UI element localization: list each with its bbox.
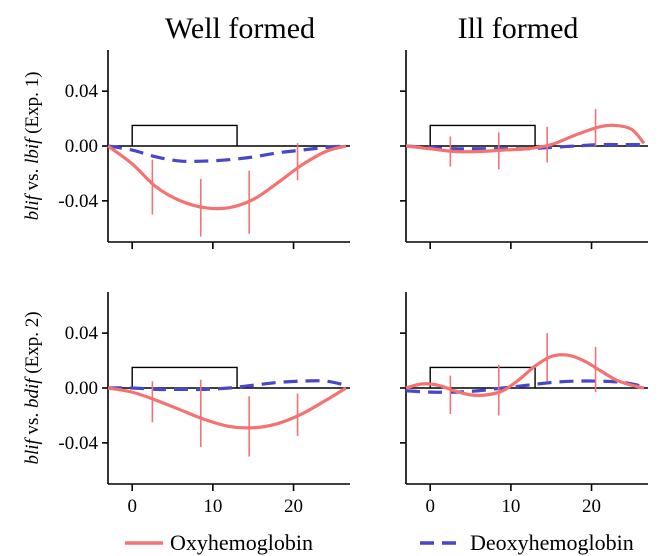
series-deoxyhemoglobin-line	[107, 379, 347, 392]
row-label-exp2-part3: bdif	[22, 376, 43, 408]
legend-label-oxyhemoglobin: Oxyhemoglobin	[170, 530, 313, 555]
legend-label-deoxyhemoglobin: Deoxyhemoglobin	[470, 530, 634, 555]
row-label-exp2-part1: blif	[22, 436, 43, 464]
panel-well-exp1: 0.04 0.00 -0.04	[58, 50, 350, 249]
y-tick-label: -0.04	[58, 433, 98, 454]
row-label-exp2-part2: vs.	[22, 408, 43, 439]
row-label-exp1-part4: (Exp. 1)	[22, 72, 43, 139]
legend: Oxyhemoglobin Deoxyhemoglobin	[125, 530, 634, 555]
y-tick-label: 0.04	[65, 323, 99, 344]
plot-panels: 0.04 0.00 -0.04 0.04 0.00 -0.04 0 10 20 0 10 20	[58, 50, 648, 517]
row-label-exp2-part4: (Exp. 2)	[22, 311, 43, 378]
series-oxyhemoglobin-line	[107, 386, 347, 430]
series-oxyhemoglobin-line	[107, 144, 347, 211]
column-title-ill-formed: Ill formed	[458, 12, 579, 45]
x-tick-label: 10	[501, 496, 520, 517]
series-deoxyhemoglobin-line	[405, 379, 645, 394]
row-label-exp1: blif vs. lbif (Exp. 1)	[22, 72, 43, 221]
stimulus-block	[131, 366, 238, 388]
y-tick-label: 0.00	[65, 136, 98, 157]
column-title-well-formed: Well formed	[165, 12, 315, 45]
series-oxyhemoglobin-line	[405, 123, 646, 154]
x-tick-label: 20	[284, 496, 303, 517]
row-label-exp1-part2: vs.	[22, 164, 43, 195]
row-label-exp1-part3: lbif	[22, 136, 43, 164]
panel-ill-exp1	[400, 50, 648, 249]
y-tick-label: 0.04	[65, 81, 99, 102]
series-deoxyhemoglobin-line	[107, 144, 347, 164]
stimulus-block	[131, 124, 238, 146]
y-tick-label: 0.00	[65, 378, 98, 399]
row-label-exp2: blif vs. bdif (Exp. 2)	[22, 311, 43, 464]
stimulus-block	[429, 366, 536, 388]
stimulus-block	[429, 124, 536, 146]
x-tick-label: 0	[127, 496, 137, 517]
x-tick-label: 20	[582, 496, 601, 517]
panel-well-exp2: 0.04 0.00 -0.04 0 10 20	[58, 292, 350, 517]
x-tick-label: 0	[425, 496, 435, 517]
panel-ill-exp2: 0 10 20	[400, 292, 648, 517]
series-oxyhemoglobin-line	[405, 353, 645, 397]
y-tick-label: -0.04	[58, 191, 98, 212]
x-tick-label: 10	[203, 496, 222, 517]
row-label-exp1-part1: blif	[22, 192, 43, 220]
